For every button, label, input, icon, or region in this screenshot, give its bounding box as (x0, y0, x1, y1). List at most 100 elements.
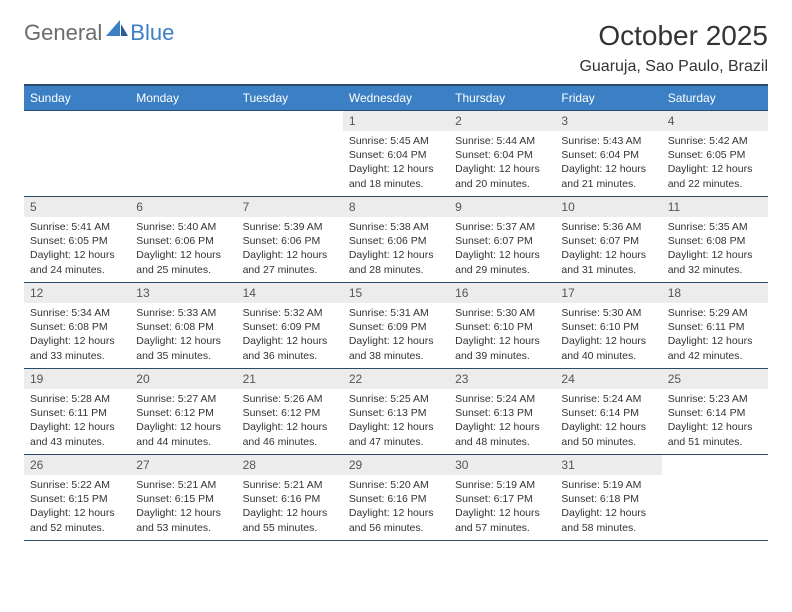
detail-line: Sunset: 6:14 PM (668, 406, 762, 420)
day-number: 16 (449, 283, 555, 303)
detail-line: and 40 minutes. (561, 349, 655, 363)
calendar-cell: 21Sunrise: 5:26 AMSunset: 6:12 PMDayligh… (237, 369, 343, 455)
detail-line: Sunset: 6:16 PM (243, 492, 337, 506)
calendar-row: 12Sunrise: 5:34 AMSunset: 6:08 PMDayligh… (24, 283, 768, 369)
detail-line: Sunset: 6:06 PM (243, 234, 337, 248)
logo-sail-icon (106, 20, 128, 43)
detail-line: and 20 minutes. (455, 177, 549, 191)
day-number: 18 (662, 283, 768, 303)
day-number: 19 (24, 369, 130, 389)
calendar-cell: 13Sunrise: 5:33 AMSunset: 6:08 PMDayligh… (130, 283, 236, 369)
detail-line: Sunset: 6:04 PM (455, 148, 549, 162)
detail-line: Daylight: 12 hours (243, 506, 337, 520)
day-number: 21 (237, 369, 343, 389)
detail-line: Sunset: 6:08 PM (30, 320, 124, 334)
day-details: Sunrise: 5:24 AMSunset: 6:13 PMDaylight:… (449, 389, 555, 452)
detail-line: and 55 minutes. (243, 521, 337, 535)
calendar-cell: 7Sunrise: 5:39 AMSunset: 6:06 PMDaylight… (237, 197, 343, 283)
day-header: Sunday (24, 85, 130, 111)
detail-line: Sunset: 6:10 PM (455, 320, 549, 334)
detail-line: Daylight: 12 hours (455, 420, 549, 434)
detail-line: Sunset: 6:05 PM (30, 234, 124, 248)
detail-line: Sunrise: 5:38 AM (349, 220, 443, 234)
day-header: Monday (130, 85, 236, 111)
day-number: 22 (343, 369, 449, 389)
detail-line: Sunrise: 5:36 AM (561, 220, 655, 234)
day-details: Sunrise: 5:30 AMSunset: 6:10 PMDaylight:… (449, 303, 555, 366)
day-details: Sunrise: 5:40 AMSunset: 6:06 PMDaylight:… (130, 217, 236, 280)
day-number: 10 (555, 197, 661, 217)
detail-line: Sunrise: 5:43 AM (561, 134, 655, 148)
detail-line: Sunrise: 5:24 AM (561, 392, 655, 406)
day-details: Sunrise: 5:45 AMSunset: 6:04 PMDaylight:… (343, 131, 449, 194)
day-details: Sunrise: 5:33 AMSunset: 6:08 PMDaylight:… (130, 303, 236, 366)
calendar-cell (237, 111, 343, 197)
detail-line: Sunrise: 5:29 AM (668, 306, 762, 320)
detail-line: and 43 minutes. (30, 435, 124, 449)
detail-line: Daylight: 12 hours (136, 248, 230, 262)
day-details: Sunrise: 5:21 AMSunset: 6:15 PMDaylight:… (130, 475, 236, 538)
day-details: Sunrise: 5:29 AMSunset: 6:11 PMDaylight:… (662, 303, 768, 366)
detail-line: Daylight: 12 hours (243, 420, 337, 434)
day-details: Sunrise: 5:23 AMSunset: 6:14 PMDaylight:… (662, 389, 768, 452)
detail-line: Daylight: 12 hours (455, 506, 549, 520)
detail-line: Sunset: 6:12 PM (136, 406, 230, 420)
title-block: October 2025 Guaruja, Sao Paulo, Brazil (579, 20, 768, 76)
detail-line: Daylight: 12 hours (561, 248, 655, 262)
calendar-cell: 19Sunrise: 5:28 AMSunset: 6:11 PMDayligh… (24, 369, 130, 455)
calendar-cell: 26Sunrise: 5:22 AMSunset: 6:15 PMDayligh… (24, 455, 130, 541)
detail-line: Sunset: 6:11 PM (668, 320, 762, 334)
detail-line: and 28 minutes. (349, 263, 443, 277)
detail-line: Daylight: 12 hours (243, 334, 337, 348)
detail-line: and 36 minutes. (243, 349, 337, 363)
calendar-cell: 6Sunrise: 5:40 AMSunset: 6:06 PMDaylight… (130, 197, 236, 283)
detail-line: Daylight: 12 hours (561, 506, 655, 520)
detail-line: Daylight: 12 hours (561, 420, 655, 434)
day-number: 12 (24, 283, 130, 303)
day-number: 28 (237, 455, 343, 475)
detail-line: and 38 minutes. (349, 349, 443, 363)
calendar-cell: 28Sunrise: 5:21 AMSunset: 6:16 PMDayligh… (237, 455, 343, 541)
calendar-cell (130, 111, 236, 197)
detail-line: Sunrise: 5:19 AM (561, 478, 655, 492)
detail-line: Sunset: 6:08 PM (668, 234, 762, 248)
detail-line: Sunset: 6:06 PM (136, 234, 230, 248)
detail-line: and 31 minutes. (561, 263, 655, 277)
detail-line: Sunrise: 5:37 AM (455, 220, 549, 234)
day-number: 23 (449, 369, 555, 389)
day-header: Wednesday (343, 85, 449, 111)
detail-line: and 50 minutes. (561, 435, 655, 449)
detail-line: Sunrise: 5:32 AM (243, 306, 337, 320)
detail-line: Daylight: 12 hours (136, 334, 230, 348)
detail-line: Daylight: 12 hours (668, 420, 762, 434)
detail-line: and 44 minutes. (136, 435, 230, 449)
detail-line: and 21 minutes. (561, 177, 655, 191)
calendar-cell: 22Sunrise: 5:25 AMSunset: 6:13 PMDayligh… (343, 369, 449, 455)
calendar-cell: 2Sunrise: 5:44 AMSunset: 6:04 PMDaylight… (449, 111, 555, 197)
detail-line: Sunrise: 5:33 AM (136, 306, 230, 320)
logo: General Blue (24, 20, 174, 46)
detail-line: Daylight: 12 hours (349, 334, 443, 348)
calendar-cell (24, 111, 130, 197)
day-number: 14 (237, 283, 343, 303)
day-number: 7 (237, 197, 343, 217)
day-number: 3 (555, 111, 661, 131)
day-number: 25 (662, 369, 768, 389)
detail-line: Sunset: 6:04 PM (561, 148, 655, 162)
calendar-cell: 12Sunrise: 5:34 AMSunset: 6:08 PMDayligh… (24, 283, 130, 369)
detail-line: Sunrise: 5:21 AM (136, 478, 230, 492)
calendar-cell: 4Sunrise: 5:42 AMSunset: 6:05 PMDaylight… (662, 111, 768, 197)
day-details: Sunrise: 5:19 AMSunset: 6:17 PMDaylight:… (449, 475, 555, 538)
day-details: Sunrise: 5:39 AMSunset: 6:06 PMDaylight:… (237, 217, 343, 280)
calendar-cell: 1Sunrise: 5:45 AMSunset: 6:04 PMDaylight… (343, 111, 449, 197)
calendar-cell: 17Sunrise: 5:30 AMSunset: 6:10 PMDayligh… (555, 283, 661, 369)
month-title: October 2025 (579, 20, 768, 52)
day-details: Sunrise: 5:36 AMSunset: 6:07 PMDaylight:… (555, 217, 661, 280)
detail-line: Sunrise: 5:27 AM (136, 392, 230, 406)
day-details: Sunrise: 5:42 AMSunset: 6:05 PMDaylight:… (662, 131, 768, 194)
detail-line: Sunrise: 5:31 AM (349, 306, 443, 320)
detail-line: Daylight: 12 hours (668, 248, 762, 262)
detail-line: Sunrise: 5:24 AM (455, 392, 549, 406)
location: Guaruja, Sao Paulo, Brazil (579, 58, 768, 76)
calendar-cell: 23Sunrise: 5:24 AMSunset: 6:13 PMDayligh… (449, 369, 555, 455)
